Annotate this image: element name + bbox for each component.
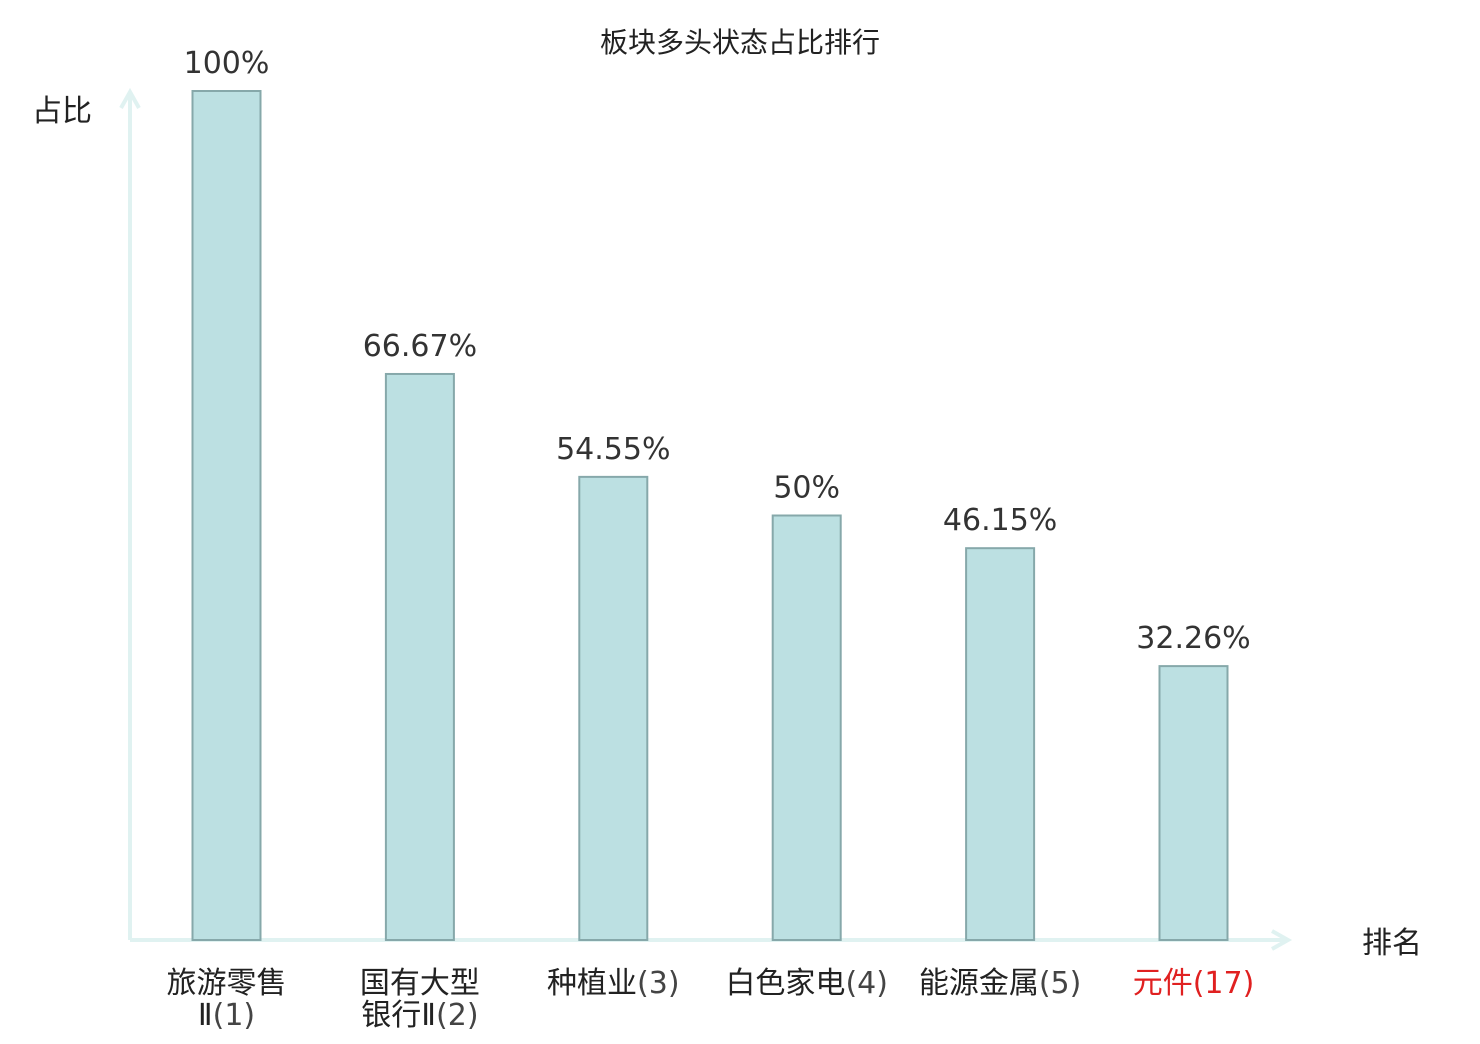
category-label: 国有大型银行Ⅱ(2)	[360, 966, 480, 1033]
bars-group	[191, 90, 1229, 942]
category-label: 元件(17)	[1133, 966, 1255, 1001]
bar	[578, 475, 649, 941]
category-name: 种植业	[547, 966, 637, 1001]
category-rank: (4)	[845, 966, 888, 1001]
bar-value-label: 46.15%	[943, 503, 1057, 538]
axes	[119, 87, 1293, 951]
category-labels-group: 旅游零售 Ⅱ(1) 国有大型银行Ⅱ(2) 种植业(3) 白色家电(4) 能源金属(5) 元件…	[167, 966, 1255, 1033]
category-label: 白色家电(4)	[725, 966, 888, 1001]
bar	[1158, 665, 1229, 941]
y-axis-arrow	[119, 87, 141, 109]
bar	[384, 372, 455, 942]
category-name: Ⅱ	[198, 998, 213, 1033]
category-rank: (17)	[1193, 966, 1255, 1001]
bar	[191, 90, 262, 941]
category-name: 能源金属	[919, 966, 1039, 1001]
category-name: 国有大型	[360, 966, 480, 1001]
bar-value-label: 50%	[773, 471, 840, 506]
value-labels-group: 100% 66.67% 54.55% 50% 46.15% 32.26%	[184, 46, 1251, 656]
category-name: 旅游零售	[167, 966, 287, 1001]
category-rank: (5)	[1039, 966, 1082, 1001]
bar-value-label: 100%	[184, 46, 270, 81]
category-rank: (1)	[213, 998, 256, 1033]
bar-value-label: 54.55%	[556, 432, 670, 467]
category-label: 旅游零售 Ⅱ(1)	[167, 966, 287, 1033]
y-axis-label: 占比	[32, 94, 92, 129]
category-label: 种植业(3)	[547, 966, 680, 1001]
category-label: 能源金属(5)	[919, 966, 1082, 1001]
x-axis-label: 排名	[1362, 926, 1422, 961]
category-rank: (2)	[436, 998, 479, 1033]
category-name: 银行Ⅱ	[361, 998, 436, 1033]
bar-value-label: 32.26%	[1136, 621, 1250, 656]
chart-title: 板块多头状态占比排行	[600, 26, 880, 59]
bar-value-label: 66.67%	[363, 329, 477, 364]
bar	[965, 547, 1036, 942]
bar	[771, 514, 842, 941]
category-rank: (3)	[637, 966, 680, 1001]
x-axis-arrow	[1271, 929, 1293, 951]
category-name: 白色家电	[725, 966, 845, 1001]
category-name: 元件	[1133, 966, 1193, 1001]
